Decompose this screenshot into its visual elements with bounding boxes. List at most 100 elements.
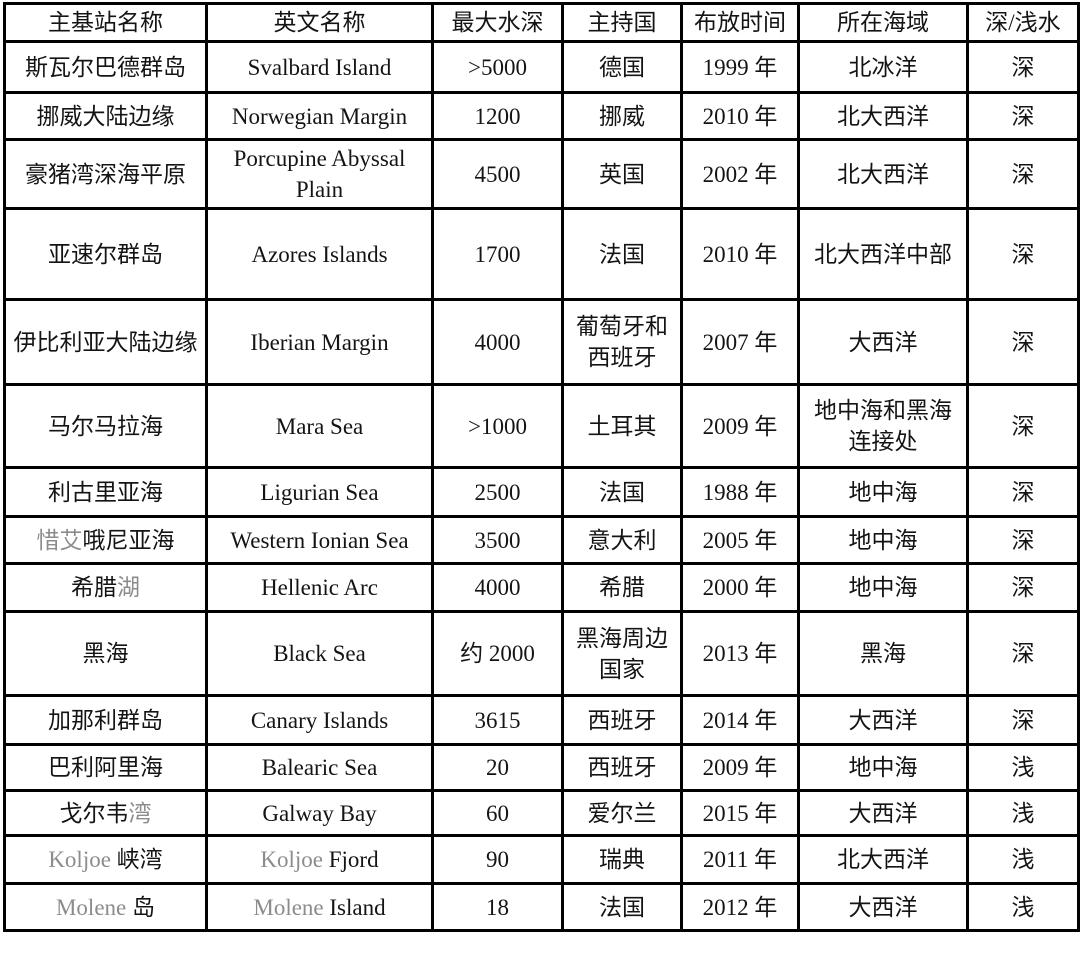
cell-english: Canary Islands [205, 694, 434, 747]
cell-english: Ligurian Sea [205, 466, 434, 519]
text-segment: 希腊 [71, 575, 117, 601]
muted-text-segment: Koljoe [48, 847, 117, 873]
cell-time: 2015 年 [680, 789, 800, 838]
cell-country: 法国 [561, 466, 683, 519]
muted-text-segment: Koljoe [260, 847, 329, 873]
cell-depth: 约 2000 [431, 610, 564, 698]
cell-name: 利古里亚海 [3, 466, 208, 519]
cell-depth: 3500 [431, 515, 564, 566]
cell-country: 瑞典 [561, 834, 683, 886]
cell-country: 希腊 [561, 562, 683, 614]
table-row: 挪威大陆边缘 Norwegian Margin 1200 挪威 2010 年北大西洋深 [3, 91, 1080, 142]
muted-text-segment: 湾 [128, 800, 152, 826]
cell-depth: 2500 [431, 466, 564, 519]
cell-name: 黑海 [3, 610, 208, 698]
cell-time: 2009 年 [680, 743, 800, 793]
cell-time: 2012 年 [680, 882, 800, 933]
cell-time: 2009 年 [680, 383, 800, 470]
cell-depth: 1700 [431, 207, 564, 302]
table-row: 亚速尔群岛 Azores Islands 1700 法国 2010 年北大西洋中部深 [3, 207, 1080, 302]
table-row: 豪猪湾深海平原 Porcupine Abyssal Plain 4500 英国 2002… [3, 138, 1080, 211]
cell-english: Hellenic Arc [205, 562, 434, 614]
cell-country: 西班牙 [561, 694, 683, 747]
cell-name: 希腊湖 [3, 562, 208, 614]
table-body: 斯瓦尔巴德群岛 Svalbard Island >5000 德国 1999 年北冰洋深挪… [3, 40, 1080, 933]
table-row: 马尔马拉海 Mara Sea >1000 土耳其 2009 年地中海和黑海 连接处深 [3, 383, 1080, 470]
cell-type: 浅 [966, 789, 1080, 838]
cell-english: Black Sea [205, 610, 434, 698]
cell-type: 浅 [966, 882, 1080, 933]
table-row: 戈尔韦湾 Galway Bay 60 爱尔兰 2015 年大西洋浅 [3, 789, 1080, 838]
cell-sea: 地中海 [797, 562, 969, 614]
muted-text-segment: 惜艾 [36, 527, 83, 553]
cell-type: 深 [966, 466, 1080, 519]
cell-country: 法国 [561, 207, 683, 302]
cell-english: Porcupine Abyssal Plain [205, 138, 434, 211]
cell-country: 爱尔兰 [561, 789, 683, 838]
column-header-sea: 所在海域 [797, 1, 969, 44]
cell-sea: 北大西洋 [797, 834, 969, 886]
table-row: 利古里亚海 Ligurian Sea 2500 法国 1988 年地中海深 [3, 466, 1080, 519]
cell-type: 深 [966, 91, 1080, 142]
cell-depth: 4500 [431, 138, 564, 211]
column-header-country: 主持国 [561, 1, 683, 44]
base-stations-table: 主基站名称 英文名称 最大水深 主持国 布放时间 所在海域 深/浅水 斯瓦尔巴德群岛 Sval… [3, 1, 1080, 933]
cell-type: 深 [966, 138, 1080, 211]
cell-country: 黑海周边 国家 [561, 610, 683, 698]
cell-depth: >1000 [431, 383, 564, 470]
cell-english: Norwegian Margin [205, 91, 434, 142]
cell-time: 2005 年 [680, 515, 800, 566]
cell-english: Koljoe Fjord [205, 834, 434, 886]
cell-time: 2000 年 [680, 562, 800, 614]
cell-time: 2007 年 [680, 298, 800, 387]
cell-name: Molene 岛 [3, 882, 208, 933]
cell-sea: 地中海 [797, 466, 969, 519]
cell-sea: 地中海和黑海 连接处 [797, 383, 969, 470]
cell-type: 深 [966, 207, 1080, 302]
cell-time: 2014 年 [680, 694, 800, 747]
cell-depth: 18 [431, 882, 564, 933]
cell-time: 2010 年 [680, 91, 800, 142]
cell-sea: 黑海 [797, 610, 969, 698]
cell-sea: 地中海 [797, 515, 969, 566]
cell-name: 亚速尔群岛 [3, 207, 208, 302]
cell-english: Azores Islands [205, 207, 434, 302]
cell-name: 挪威大陆边缘 [3, 91, 208, 142]
cell-name: 戈尔韦湾 [3, 789, 208, 838]
cell-type: 深 [966, 383, 1080, 470]
cell-sea: 大西洋 [797, 882, 969, 933]
cell-english: Molene Island [205, 882, 434, 933]
cell-country: 挪威 [561, 91, 683, 142]
cell-sea: 北大西洋 [797, 138, 969, 211]
cell-type: 深 [966, 610, 1080, 698]
cell-country: 土耳其 [561, 383, 683, 470]
cell-english: Svalbard Island [205, 40, 434, 95]
cell-type: 浅 [966, 834, 1080, 886]
cell-country: 英国 [561, 138, 683, 211]
cell-country: 葡萄牙和 西班牙 [561, 298, 683, 387]
cell-depth: 3615 [431, 694, 564, 747]
cell-english: Iberian Margin [205, 298, 434, 387]
cell-time: 2011 年 [680, 834, 800, 886]
cell-sea: 北大西洋 [797, 91, 969, 142]
cell-depth: 20 [431, 743, 564, 793]
table-row: Molene 岛 Molene Island 18 法国 2012 年大西洋浅 [3, 882, 1080, 933]
cell-type: 浅 [966, 743, 1080, 793]
cell-name: 豪猪湾深海平原 [3, 138, 208, 211]
cell-type: 深 [966, 694, 1080, 747]
cell-depth: 60 [431, 789, 564, 838]
cell-depth: >5000 [431, 40, 564, 95]
table-header: 主基站名称 英文名称 最大水深 主持国 布放时间 所在海域 深/浅水 [3, 1, 1080, 44]
cell-country: 西班牙 [561, 743, 683, 793]
cell-time: 2013 年 [680, 610, 800, 698]
cell-type: 深 [966, 515, 1080, 566]
column-header-depth: 最大水深 [431, 1, 564, 44]
text-segment: 峡湾 [116, 847, 163, 873]
table-row: 巴利阿里海 Balearic Sea 20 西班牙 2009 年地中海浅 [3, 743, 1080, 793]
cell-sea: 大西洋 [797, 789, 969, 838]
text-segment: 哦尼亚海 [82, 527, 175, 553]
cell-english: Galway Bay [205, 789, 434, 838]
cell-depth: 4000 [431, 298, 564, 387]
muted-text-segment: Molene [253, 894, 330, 920]
text-segment: 岛 [132, 894, 155, 920]
